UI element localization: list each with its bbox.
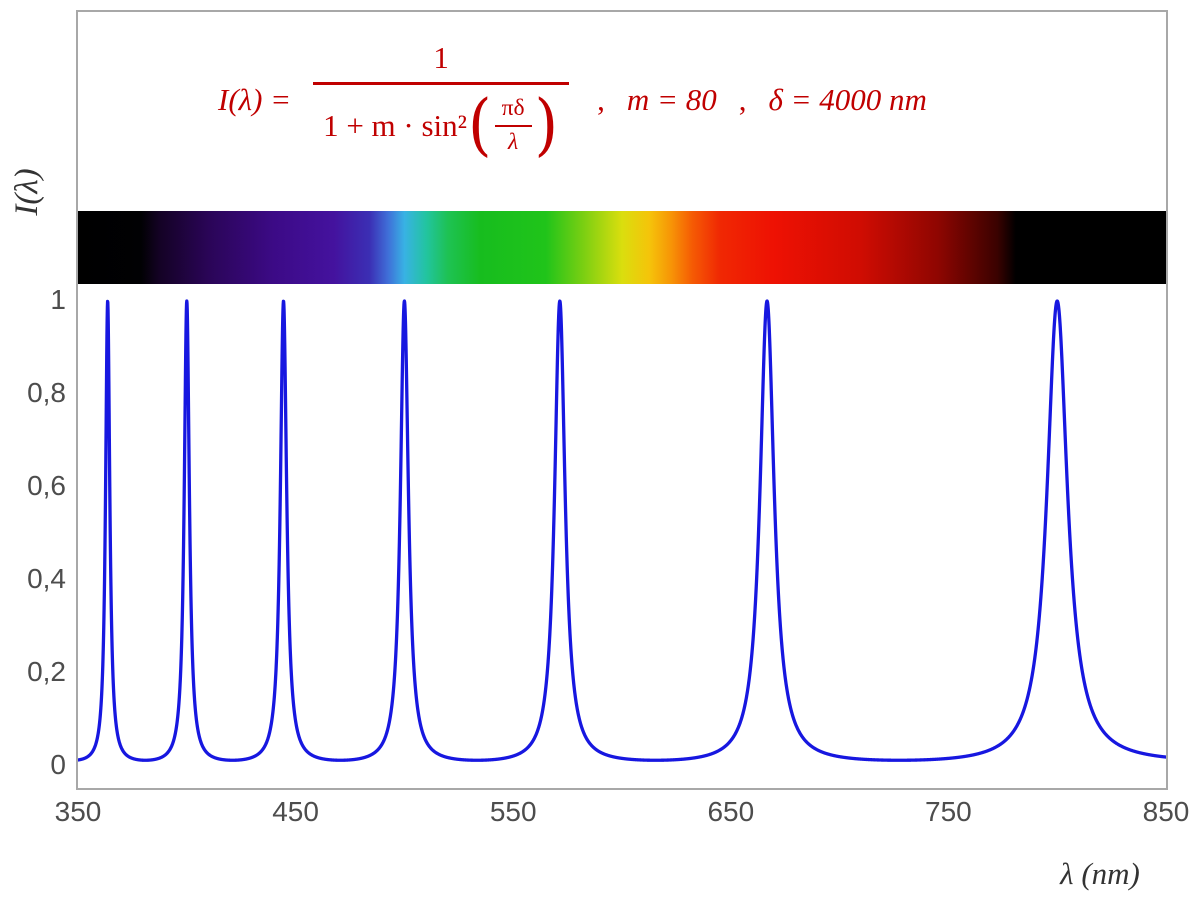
right-paren: ) [534,85,559,164]
formula-fraction: 1 1 + m · sin² ( πδ λ ) [313,40,570,164]
inner-numerator: πδ [494,95,532,127]
visible-spectrum-strip [78,211,1166,284]
airy-curve [78,299,1166,762]
y-tick-label: 0,6 [27,470,66,501]
x-tick-label: 750 [925,796,972,827]
x-axis-title: λ (nm) [1060,856,1140,891]
formula-den-prefix: 1 + m · sin² [323,107,467,143]
separator-comma: , [597,82,605,118]
formula: I(λ) = 1 1 + m · sin² ( πδ λ ) , m = 80 … [218,40,927,164]
inner-denominator: λ [507,128,519,155]
y-tick-label: 0,4 [27,563,66,594]
y-tick-label: 0,8 [27,377,66,408]
x-tick-label: 450 [272,796,319,827]
x-tick-label: 550 [489,796,537,827]
formula-numerator: 1 [433,40,449,75]
left-paren: ( [467,85,492,164]
y-tick-label: 0 [50,749,66,780]
param-m: m = 80 [626,82,717,118]
y-tick-label: 0,2 [27,656,66,687]
inner-fraction: πδ λ [494,95,532,156]
x-tick-label: 650 [707,796,755,827]
plot-area: I(λ) = 1 1 + m · sin² ( πδ λ ) , m = 80 … [76,10,1168,790]
param-delta: δ = 4000 nm [768,82,927,118]
y-axis-title: I(λ) [9,168,45,216]
x-tick-label: 350 [54,796,102,827]
x-tick-label: 850 [1142,796,1190,827]
formula-denominator: 1 + m · sin² ( πδ λ ) [313,81,570,164]
y-tick-label: 1 [50,284,66,315]
curve-svg [78,299,1166,762]
separator-comma: , [738,82,747,118]
formula-lhs: I(λ) = [218,82,292,118]
